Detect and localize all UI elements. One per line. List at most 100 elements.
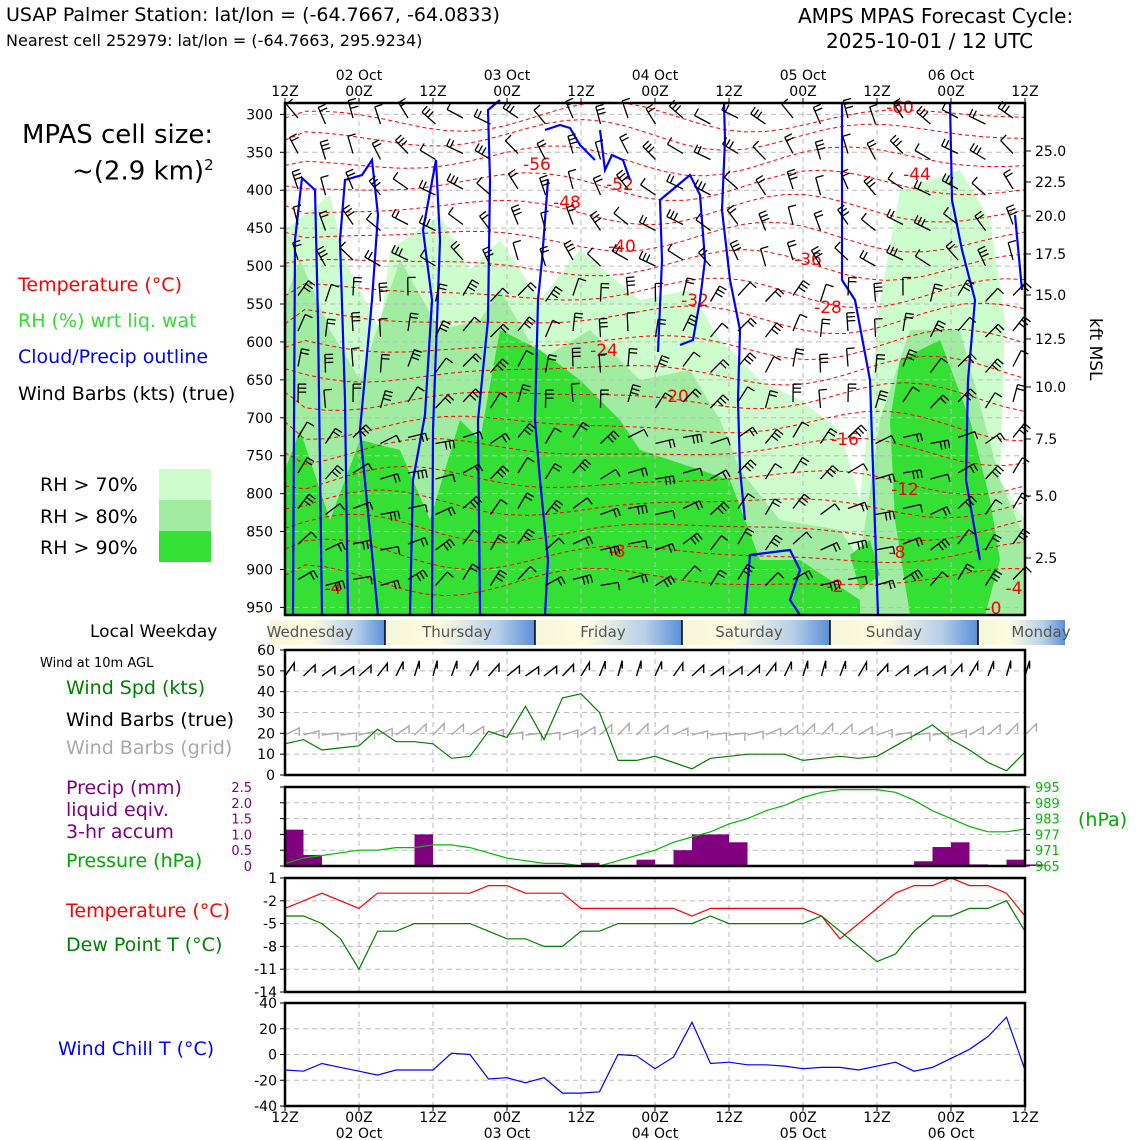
cross-ytick-label: 500 — [246, 259, 273, 275]
legend-barbs-grid: Wind Barbs (grid) — [66, 737, 233, 759]
wind-barb — [786, 168, 798, 190]
pressure-ytick-label: 965 — [1035, 860, 1060, 875]
wind-barb — [567, 168, 577, 190]
wind-barb — [710, 359, 730, 373]
temp-contour-label: -56 — [523, 155, 551, 175]
kft-tick-label: 5.0 — [1035, 489, 1057, 505]
wind-barb — [814, 139, 826, 160]
wind-barb — [820, 465, 839, 480]
wind-barb — [737, 426, 758, 439]
wind-barb — [638, 214, 656, 232]
wind-barb — [517, 384, 531, 403]
wind-barb — [347, 133, 356, 154]
wind-barb — [512, 239, 521, 261]
temp-contour — [284, 489, 1026, 519]
rh90-area — [285, 330, 860, 615]
wind-barb — [1012, 316, 1031, 332]
surface-barb-true — [654, 661, 663, 677]
pressure-ytick-label: 977 — [1035, 828, 1060, 843]
wind-barb — [297, 280, 316, 296]
cross-ytick-label: 900 — [246, 562, 273, 578]
precip-bar — [914, 861, 933, 866]
cross-ytick-label: 550 — [246, 297, 273, 313]
dewpoint-line — [285, 900, 1026, 971]
wind-barb — [371, 139, 382, 160]
bottom-date-label: 04 Oct — [632, 1126, 679, 1140]
wind-barb — [517, 350, 534, 367]
weekday-band — [270, 620, 385, 645]
wind-barb — [517, 423, 537, 438]
wind-barb — [914, 143, 931, 161]
surface-barb-grid — [543, 731, 561, 741]
wind-barb — [765, 572, 785, 586]
wind-barb — [682, 351, 701, 367]
wind-barb — [847, 383, 857, 403]
wind-barb — [434, 357, 453, 373]
wind-barb — [380, 473, 401, 483]
wind-barb — [435, 473, 456, 483]
pressure-ytick-label: 983 — [1035, 813, 1060, 828]
wind-barb — [969, 142, 986, 161]
wind-barb — [352, 575, 373, 585]
wind-barb — [930, 571, 949, 586]
wind-barb — [737, 459, 757, 474]
cloud-outline — [1013, 214, 1024, 291]
wind-barb — [517, 316, 536, 332]
surface-barb-true — [876, 662, 889, 677]
wind-barb — [352, 383, 362, 403]
cloud-outline — [408, 159, 442, 616]
wind-barb — [792, 457, 810, 474]
wind-barb — [380, 579, 401, 590]
wind-barb — [418, 179, 436, 196]
wind-barb — [600, 545, 621, 556]
wind-barb — [820, 503, 841, 516]
wind-barb — [600, 581, 621, 591]
wind-barb — [837, 204, 850, 225]
wind-barb — [755, 174, 767, 196]
top-hour-label: 00Z — [641, 84, 668, 100]
wind-barb — [682, 433, 703, 444]
precip-bar — [932, 847, 951, 866]
wind-barb — [889, 134, 904, 154]
wind-barb — [419, 249, 436, 267]
legend-wind-barbs: Wind Barbs (kts) (true) — [18, 383, 236, 405]
bottom-hour-label: 00Z — [345, 1110, 372, 1126]
precip-bar — [636, 859, 655, 866]
wind-barb — [737, 281, 757, 296]
cross-ytick-label: 950 — [246, 600, 273, 616]
wind-barb — [1003, 168, 1014, 190]
wind-barb — [840, 168, 850, 190]
cross-ytick-label: 450 — [246, 221, 273, 237]
wind-barb — [971, 176, 986, 196]
precip-bar — [1006, 859, 1025, 866]
top-hour-label: 12Z — [567, 84, 594, 100]
wind-barb — [517, 528, 536, 545]
wind-barb — [842, 133, 851, 154]
bottom-hour-label: 12Z — [567, 1110, 594, 1126]
wind-barb — [325, 503, 346, 516]
kft-tick-label: 2.5 — [1035, 551, 1057, 567]
top-date-label: 04 Oct — [632, 68, 679, 84]
wind-barb — [502, 100, 519, 119]
wind-barb — [902, 432, 924, 443]
wind-barb — [875, 579, 896, 590]
wind-barb — [566, 204, 576, 225]
wind-barb — [586, 247, 601, 267]
wind-barb — [407, 432, 429, 443]
surface-barb-true — [543, 664, 558, 677]
wind-barb — [792, 493, 811, 509]
wind-barb — [902, 503, 923, 513]
wind-barb — [847, 424, 868, 438]
temp-contour-label: -24 — [590, 341, 618, 361]
surface-barb-true — [783, 661, 793, 677]
cloud-outline — [544, 123, 596, 161]
wind-barb — [572, 497, 593, 510]
wind-barb — [407, 537, 429, 547]
wind-barb — [600, 507, 621, 518]
wind-barb — [875, 545, 896, 555]
wind-barb — [539, 174, 551, 196]
weekday-name: Saturday — [715, 623, 783, 641]
bottom-hour-label: 12Z — [715, 1110, 742, 1126]
temp-contour-label: -40 — [608, 237, 636, 257]
wind-barb — [297, 493, 316, 509]
